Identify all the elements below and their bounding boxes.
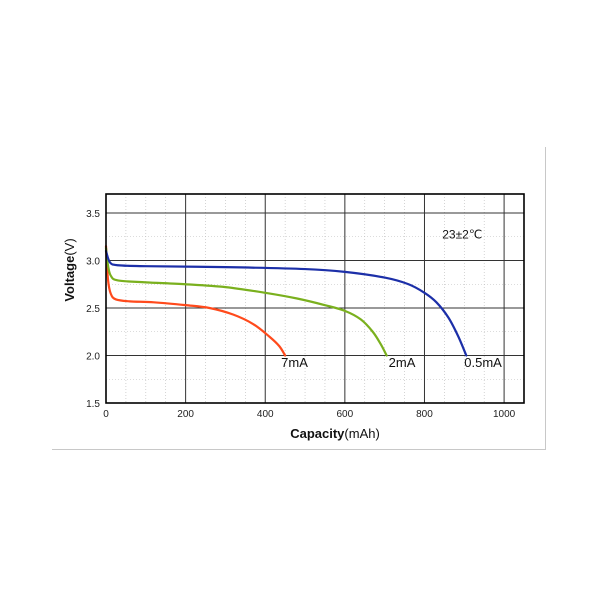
y-tick-label: 3.0	[86, 257, 100, 268]
series-line-7mA	[104, 245, 287, 357]
x-tick-label: 1000	[493, 409, 516, 420]
x-tick-label: 600	[337, 409, 354, 420]
tick-labels: 0 200 400 600 800 1000 1.5 2.0 2.5 3.0 3.5	[86, 209, 516, 420]
figure-frame-bottom	[52, 449, 546, 450]
curve-label-2mA: 2mA	[389, 355, 416, 370]
x-tick-label: 400	[257, 409, 274, 420]
y-tick-label: 1.5	[86, 399, 100, 410]
x-tick-label: 800	[416, 409, 433, 420]
series-line-05mA	[104, 249, 468, 357]
series-line-2mA	[104, 247, 388, 357]
curve-label-7mA: 7mA	[281, 355, 308, 370]
temperature-annotation: 23±2℃	[442, 228, 482, 242]
curve-label-05mA: 0.5mA	[464, 355, 502, 370]
x-axis-label: Capacity(mAh)	[290, 426, 380, 441]
y-tick-label: 3.5	[86, 209, 100, 220]
figure-frame-right	[545, 147, 546, 449]
x-tick-label: 0	[103, 409, 109, 420]
y-tick-label: 2.5	[86, 304, 100, 315]
x-tick-label: 200	[177, 409, 194, 420]
plot-border	[105, 193, 525, 404]
y-tick-label: 2.0	[86, 352, 100, 363]
grid	[106, 194, 524, 403]
series-layer	[104, 245, 468, 357]
y-axis-label: Voltage(V)	[62, 238, 77, 301]
curve-labels: 7mA 2mA 0.5mA	[281, 355, 502, 370]
